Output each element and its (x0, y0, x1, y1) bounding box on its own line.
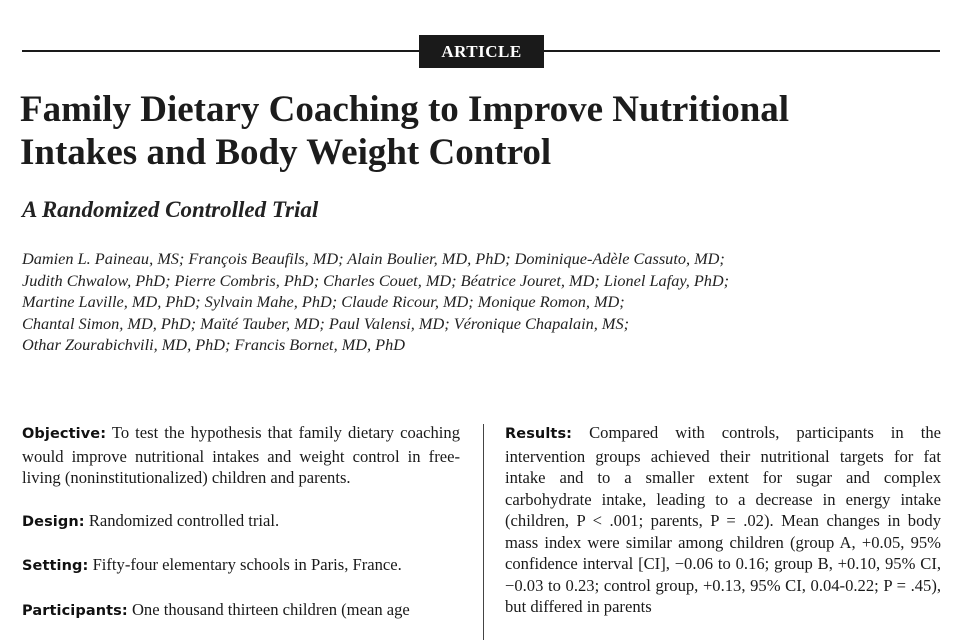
design-text: Randomized controlled trial. (84, 510, 280, 530)
results-section: Results: Compared with controls, partici… (505, 422, 941, 618)
author-line: Chantal Simon, MD, PhD; Maïté Tauber, MD… (22, 313, 630, 333)
article-title: Family Dietary Coaching to Improve Nutri… (20, 88, 920, 174)
design-section: Design: Randomized controlled trial. (22, 510, 460, 534)
design-label: Design: (22, 513, 85, 530)
article-type-badge: ARTICLE (419, 35, 544, 68)
participants-section: Participants: One thousand thirteen chil… (22, 599, 460, 623)
participants-label: Participants: (22, 602, 128, 619)
column-divider (483, 424, 484, 640)
author-line: Judith Chwalow, PhD; Pierre Combris, PhD… (22, 270, 730, 290)
author-line: Othar Zourabichvili, MD, PhD; Francis Bo… (22, 335, 406, 354)
setting-text: Fifty-four elementary schools in Paris, … (88, 555, 402, 574)
title-line-1: Family Dietary Coaching to Improve Nutri… (20, 89, 790, 130)
participants-text: One thousand thirteen children (mean age (127, 599, 410, 619)
article-subtitle: A Randomized Controlled Trial (22, 197, 319, 222)
objective-text: To test the hypothesis that family dieta… (22, 423, 460, 487)
author-line: Martine Laville, MD, PhD; Sylvain Mahe, … (22, 292, 625, 311)
author-list: Damien L. Paineau, MS; François Beaufils… (22, 248, 922, 356)
abstract-right-column: Results: Compared with controls, partici… (505, 422, 941, 639)
objective-label: Objective: (22, 426, 107, 442)
author-line: Damien L. Paineau, MS; François Beaufils… (22, 249, 725, 268)
results-label: Results: (505, 426, 573, 442)
setting-section: Setting: Fifty-four elementary schools i… (22, 554, 460, 578)
results-text: Compared with controls, participants in … (505, 423, 941, 616)
objective-section: Objective: To test the hypothesis that f… (22, 422, 460, 489)
setting-label: Setting: (22, 558, 89, 574)
title-line-2: Intakes and Body Weight Control (20, 132, 552, 173)
abstract-left-column: Objective: To test the hypothesis that f… (22, 422, 460, 643)
